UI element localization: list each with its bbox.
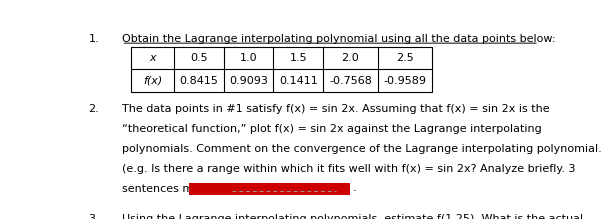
Text: .: . (353, 184, 356, 193)
Text: f(x): f(x) (143, 76, 162, 86)
Text: 1.: 1. (88, 34, 99, 44)
Text: 0.9093: 0.9093 (229, 76, 268, 86)
Text: 1.0: 1.0 (240, 53, 257, 63)
Bar (189, 183, 350, 200)
Text: Obtain the Lagrange interpolating polynomial using all the data points below:: Obtain the Lagrange interpolating polyno… (122, 34, 555, 44)
Text: Using the Lagrange interpolating polynomials, estimate f(1.25). What is the actu: Using the Lagrange interpolating polynom… (122, 214, 583, 219)
Text: 2.5: 2.5 (396, 53, 414, 63)
Text: (e.g. Is there a range within which it fits well with f(x) = sin 2x? Analyze bri: (e.g. Is there a range within which it f… (122, 164, 575, 173)
Bar (131, 46, 432, 92)
Text: 2.0: 2.0 (341, 53, 359, 63)
Text: -0.7568: -0.7568 (329, 76, 372, 86)
Text: x: x (149, 53, 155, 63)
Text: 0.5: 0.5 (190, 53, 207, 63)
Text: -0.9589: -0.9589 (384, 76, 427, 86)
Text: polynomials. Comment on the convergence of the Lagrange interpolating polynomial: polynomials. Comment on the convergence … (122, 144, 602, 154)
Text: 3.: 3. (88, 214, 99, 219)
Text: 0.1411: 0.1411 (279, 76, 318, 86)
Text: “theoretical function,” plot f(x) = sin 2x against the Lagrange interpolating: “theoretical function,” plot f(x) = sin … (122, 124, 541, 134)
Text: 1.5: 1.5 (289, 53, 307, 63)
Text: 2.: 2. (88, 104, 99, 114)
Text: The data points in #1 satisfy f(x) = sin 2x. Assuming that f(x) = sin 2x is the: The data points in #1 satisfy f(x) = sin… (122, 104, 549, 114)
Text: sentences max) N: sentences max) N (122, 184, 223, 193)
Text: 0.8415: 0.8415 (179, 76, 218, 86)
